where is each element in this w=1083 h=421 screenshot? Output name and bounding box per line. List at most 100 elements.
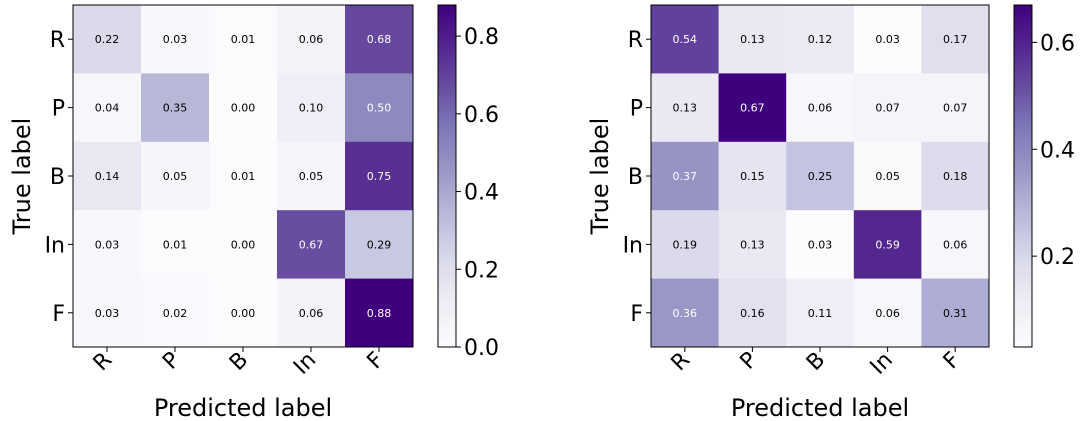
cell-value-label: 0.06 (875, 307, 900, 320)
cell-value-label: 0.35 (163, 102, 188, 115)
heatmap-cell (651, 141, 720, 211)
cell-value-label: 0.13 (740, 238, 765, 251)
cell-value-label: 0.01 (231, 33, 256, 46)
heatmap-cell (277, 73, 346, 143)
cell-value-label: 0.75 (367, 170, 392, 183)
heatmap-cell (141, 5, 210, 74)
heatmap-cell (277, 141, 346, 211)
heatmap-cell (786, 5, 855, 74)
colorbar (1013, 4, 1033, 348)
heatmap-cell (921, 141, 990, 211)
heatmap-cell (73, 278, 142, 348)
cell-value-label: 0.10 (299, 102, 324, 115)
heatmap-cell (853, 278, 922, 348)
heatmap-cell (921, 278, 990, 348)
cell-value-label: 0.03 (875, 33, 900, 46)
x-tick-label: P (158, 348, 185, 375)
cell-value-label: 0.54 (673, 33, 698, 46)
heatmap-cell (853, 210, 922, 280)
colorbar-tick-label: 0.6 (464, 103, 499, 128)
heatmap-cell (209, 141, 278, 211)
heatmap-cell (73, 5, 142, 74)
cell-value-label: 0.01 (163, 238, 188, 251)
heatmap-cell (853, 141, 922, 211)
heatmap-cell (345, 141, 414, 211)
cell-value-label: 0.12 (808, 33, 833, 46)
cell-value-label: 0.00 (231, 102, 256, 115)
x-tick-label: P (736, 348, 763, 375)
y-tick-label: F (52, 302, 65, 327)
heatmap-cell (345, 278, 414, 348)
heatmap-cell (209, 278, 278, 348)
x-tick-label: B (225, 348, 253, 376)
y-tick-label: B (50, 165, 65, 190)
y-tick-label: R (50, 28, 65, 53)
cell-value-label: 0.03 (163, 33, 188, 46)
heatmap-cell (786, 73, 855, 143)
cell-value-label: 0.50 (367, 102, 392, 115)
cell-value-label: 0.05 (299, 170, 324, 183)
cell-value-label: 0.36 (673, 307, 698, 320)
x-tick-label: In (866, 348, 898, 380)
cell-value-label: 0.37 (673, 170, 698, 183)
cell-value-label: 0.31 (943, 307, 968, 320)
colorbar-tick-label: 0.2 (464, 258, 499, 283)
heatmap-cell (141, 141, 210, 211)
y-axis-label: True label (8, 118, 36, 236)
cell-value-label: 0.05 (163, 170, 188, 183)
heatmap-cell (209, 210, 278, 280)
x-tick-label: R (667, 348, 695, 376)
heatmap-cell (853, 5, 922, 74)
heatmap-cell (345, 5, 414, 74)
y-tick-label: B (628, 165, 643, 190)
heatmap-cell (277, 5, 346, 74)
cell-value-label: 0.06 (299, 33, 324, 46)
cell-value-label: 0.67 (299, 238, 324, 251)
heatmap-cell (921, 5, 990, 74)
cell-value-label: 0.01 (231, 170, 256, 183)
colorbar-tick-label: 0.4 (1040, 138, 1075, 163)
heatmap-cell (718, 278, 787, 348)
y-tick-label: P (52, 97, 65, 122)
heatmap-cell (718, 141, 787, 211)
heatmap-cell (718, 73, 787, 143)
heatmap-cell (921, 210, 990, 280)
heatmap-cell (209, 5, 278, 74)
heatmap-cell (277, 278, 346, 348)
heatmap-cell (786, 141, 855, 211)
cell-value-label: 0.22 (95, 33, 120, 46)
cell-value-label: 0.68 (367, 33, 392, 46)
heatmap-cell (141, 278, 210, 348)
heatmap-cell (277, 210, 346, 280)
cell-value-label: 0.07 (875, 102, 900, 115)
colorbar-tick-label: 0.2 (1040, 245, 1075, 270)
heatmap-cell (141, 73, 210, 143)
cell-value-label: 0.11 (808, 307, 833, 320)
heatmap-cell (651, 73, 720, 143)
heatmap-cell (718, 210, 787, 280)
x-tick-label: F (939, 348, 966, 375)
cell-value-label: 0.15 (740, 170, 765, 183)
colorbar-tick-label: 0.4 (464, 181, 499, 206)
cell-value-label: 0.00 (231, 238, 256, 251)
heatmap-cell (786, 278, 855, 348)
heatmap-cell (209, 73, 278, 143)
x-axis-label: Predicted label (731, 394, 909, 421)
heatmap-cell (651, 210, 720, 280)
cell-value-label: 0.07 (943, 102, 968, 115)
heatmap-cell (853, 73, 922, 143)
cell-value-label: 0.25 (808, 170, 833, 183)
cell-value-label: 0.03 (808, 238, 833, 251)
heatmap-cell (345, 210, 414, 280)
heatmap-panel-2: 0.54 0.13 0.12 0.03 0.17 0.13 0.67 0.06 0.07 0.07… (586, 4, 1075, 421)
heatmap-cell (73, 73, 142, 143)
cell-value-label: 0.13 (673, 102, 698, 115)
colorbar-tick-label: 0.8 (464, 25, 499, 50)
cell-value-label: 0.06 (943, 238, 968, 251)
cell-value-label: 0.13 (740, 33, 765, 46)
x-axis-label: Predicted label (154, 394, 332, 421)
cell-value-label: 0.19 (673, 238, 698, 251)
y-tick-label: F (630, 302, 643, 327)
x-tick-label: R (89, 348, 117, 376)
